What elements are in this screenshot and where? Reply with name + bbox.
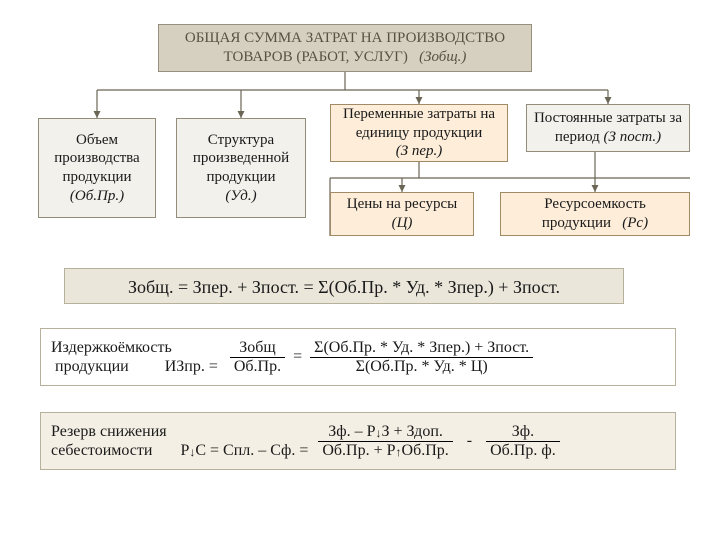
frac-izpr-1: Зобщ Об.Пр. bbox=[230, 339, 285, 376]
formula-total-cost: Зобщ. = Зпер. + Зпост. = Σ(Об.Пр. * Уд. … bbox=[64, 268, 624, 304]
header-line1: ОБЩАЯ СУММА ЗАТРАТ НА ПРОИЗВОДСТВО bbox=[185, 29, 505, 48]
header-line2: ТОВАРОВ (РАБОТ, УСЛУГ) (Зобщ.) bbox=[185, 48, 505, 67]
node-volume: Объем производства продукции (Об.Пр.) bbox=[38, 118, 156, 218]
frac-reserve-2: Зф. Об.Пр. ф. bbox=[486, 423, 560, 460]
node-prices: Цены на ресурсы (Ц) bbox=[330, 192, 474, 236]
node-structure: Структура произведенной продукции (Уд.) bbox=[176, 118, 306, 218]
frac-izpr-2: Σ(Об.Пр. * Уд. * Зпер.) + Зпост. Σ(Об.Пр… bbox=[310, 339, 533, 376]
node-fixed: Постоянные затраты за период (З пост.) bbox=[526, 104, 690, 152]
formula-cost-intensity: Издержкоёмкость продукции ИЗпр. = Зобщ О… bbox=[40, 328, 676, 386]
frac-reserve-1: Зф. – РЗ + Здоп. Об.Пр. + РОб.Пр. bbox=[318, 423, 452, 460]
formula-cost-reserve: Резерв снижения себестоимости РС = Спл. … bbox=[40, 412, 676, 470]
node-resource: Ресурсоемкость продукции (Рс) bbox=[500, 192, 690, 236]
node-variable: Переменные затраты на единицу продукции … bbox=[330, 104, 508, 162]
header-box: ОБЩАЯ СУММА ЗАТРАТ НА ПРОИЗВОДСТВО ТОВАР… bbox=[158, 24, 532, 72]
